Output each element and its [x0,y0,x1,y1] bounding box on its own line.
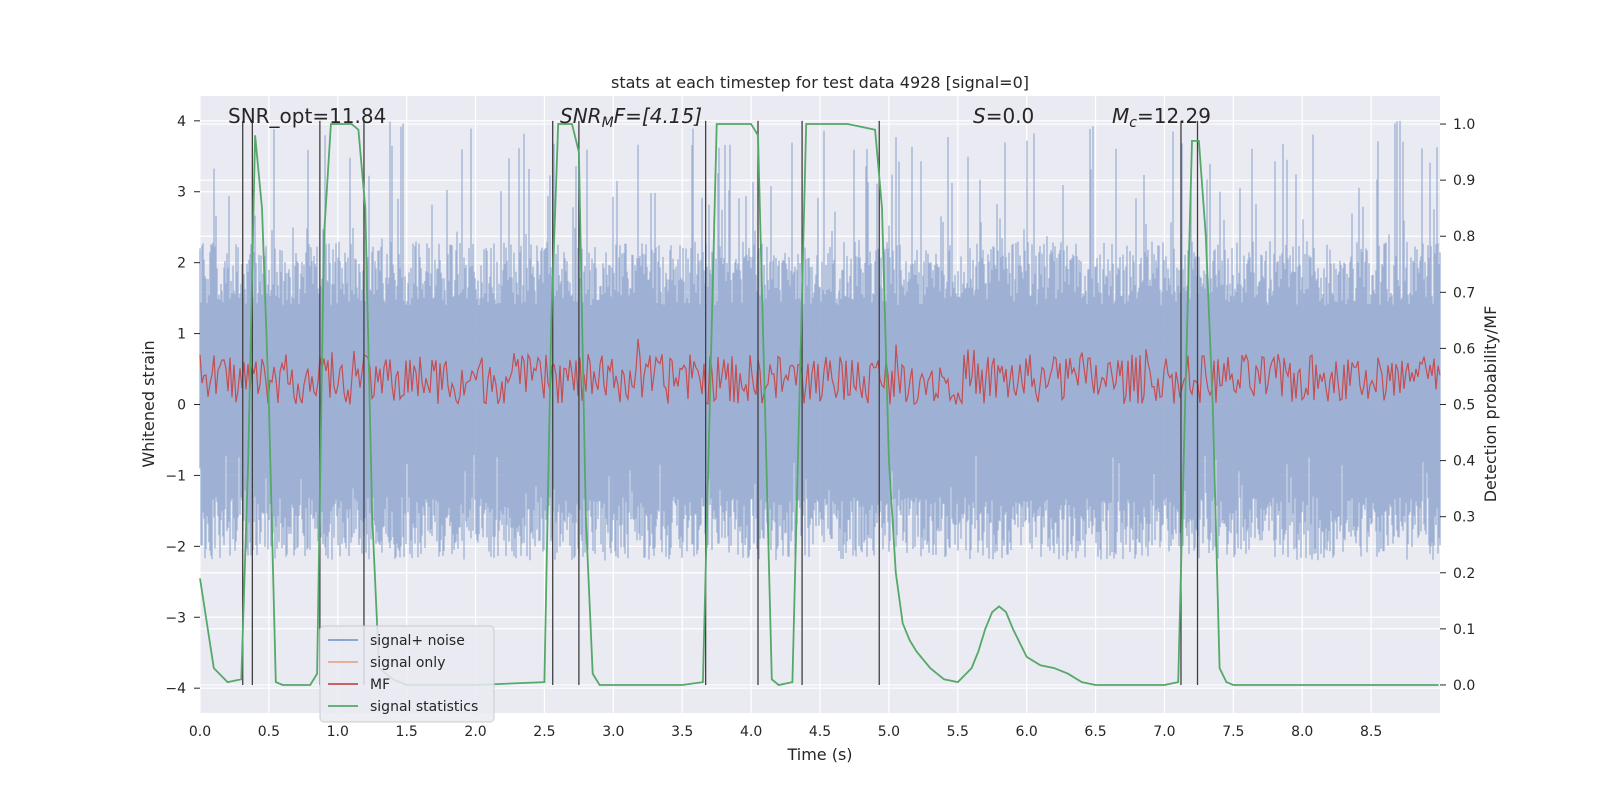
x-tick-labels: 0.0 0.5 1.0 1.5 2.0 2.5 3.0 3.5 4.0 4.5 5.0 5.5 6.0 6… [189,724,1382,740]
x-tick-label: 1.0 [327,724,349,740]
y-tick-label: −4 [165,681,186,697]
y-right-tick-labels: 1.0 0.9 0.8 0.7 0.6 0.5 0.4 0.3 0.2 0.1 0.0 [1440,117,1475,694]
x-tick-label: 5.5 [947,724,969,740]
legend-box [319,625,495,723]
legend-label: MF [370,677,390,693]
x-tick-label: 5.0 [878,724,900,740]
legend-label: signal+ noise [370,633,465,649]
x-tick-label: 6.0 [1016,724,1038,740]
y-right-tick-label: 0.2 [1453,566,1475,582]
legend: signal+ noise signal only MF signal statist… [319,625,495,723]
legend-label: signal only [370,655,445,671]
legend-label: signal statistics [370,699,478,715]
x-tick-label: 6.5 [1084,724,1106,740]
y-tick-label: −1 [165,468,186,484]
y-right-tick-label: 0.1 [1453,622,1475,638]
x-tick-label: 3.0 [602,724,624,740]
x-tick-label: 0.5 [258,724,280,740]
y-tick-label: 2 [177,256,186,272]
y-right-tick-label: 1.0 [1453,117,1475,133]
mf-trace [199,338,1441,406]
y-right-axis-label: Detection probability/MF [1481,306,1500,503]
annotation-snr-mf: SNRMF=[4.15] [560,104,702,131]
annotation-mc: Mc=12.29 [1112,104,1211,131]
y-tick-labels: 4 3 2 1 0 −1 −2 −3 −4 [165,114,200,697]
y-right-tick-label: 0.3 [1453,510,1475,526]
annotation-s: S=0.0 [973,104,1034,128]
vertical-markers [242,120,1199,685]
y-tick-label: 1 [177,327,186,343]
x-tick-label: 2.0 [464,724,486,740]
x-tick-label: 2.5 [533,724,555,740]
y-right-tick-label: 0.4 [1453,454,1475,470]
x-tick-label: 1.5 [396,724,418,740]
y-tick-label: 4 [177,114,186,130]
y-axis-label: Whitened strain [139,340,158,467]
x-tick-label: 8.5 [1360,724,1382,740]
x-tick-label: 4.5 [809,724,831,740]
y-right-tick-label: 0.8 [1453,229,1475,245]
signal-statistics-line [199,123,1439,686]
x-axis-label: Time (s) [786,745,852,764]
signal-statistics-series [199,123,1439,686]
x-tick-label: 8.0 [1291,724,1313,740]
x-tick-label: 7.0 [1153,724,1175,740]
y-tick-label: 0 [177,398,186,414]
y-right-tick-label: 0.0 [1453,678,1475,694]
y-tick-label: −3 [165,610,186,626]
y-right-tick-label: 0.7 [1453,285,1475,301]
chart-title: stats at each timestep for test data 492… [611,73,1029,92]
x-tick-label: 7.5 [1222,724,1244,740]
y-tick-label: 3 [177,185,186,201]
y-right-tick-label: 0.9 [1453,173,1475,189]
y-tick-label: −2 [165,539,186,555]
annotation-snr-opt: SNR_opt=11.84 [228,104,386,128]
y-right-tick-label: 0.6 [1453,341,1475,357]
x-tick-label: 0.0 [189,724,211,740]
x-tick-label: 4.0 [740,724,762,740]
y-right-tick-label: 0.5 [1453,398,1475,414]
mf-series [199,338,1441,406]
x-tick-label: 3.5 [671,724,693,740]
